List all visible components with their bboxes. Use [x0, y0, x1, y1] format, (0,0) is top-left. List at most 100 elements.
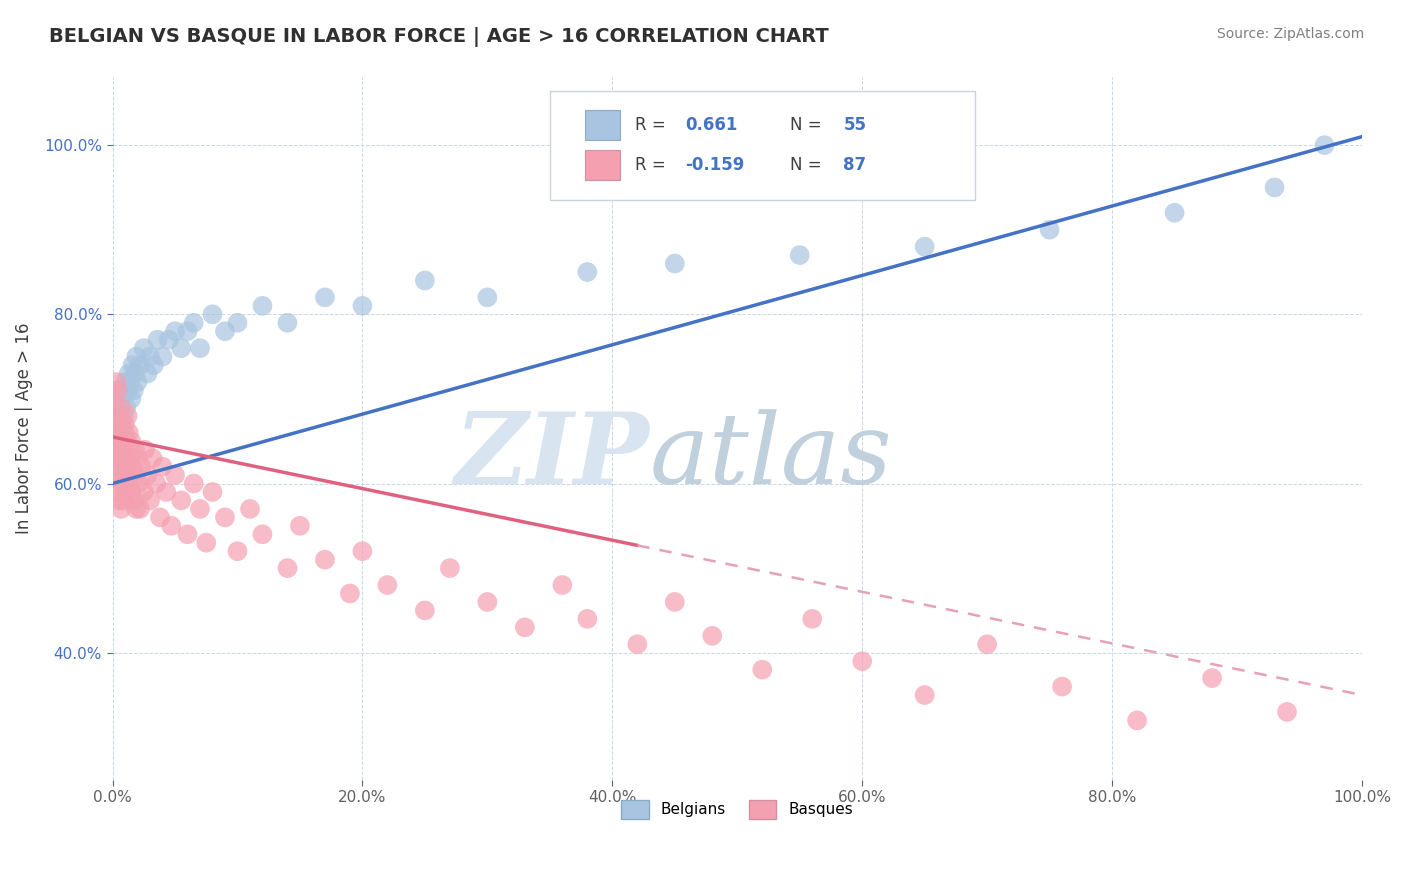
Point: [108, 417, 131, 432]
Point: [110, 384, 132, 398]
Point: [314, 290, 336, 304]
Point: [288, 518, 311, 533]
Point: [107, 493, 129, 508]
Point: [107, 451, 129, 466]
Point: [188, 341, 211, 355]
Point: [107, 425, 129, 440]
Point: [1201, 671, 1223, 685]
Point: [125, 350, 148, 364]
Point: [214, 510, 236, 524]
Point: [702, 629, 724, 643]
Legend: Belgians, Basques: Belgians, Basques: [614, 794, 859, 824]
Point: [801, 612, 824, 626]
Point: [117, 384, 139, 398]
Bar: [585, 151, 620, 180]
Point: [110, 417, 132, 432]
Point: [142, 358, 165, 372]
Point: [125, 502, 148, 516]
Point: [118, 375, 141, 389]
Point: [114, 468, 136, 483]
Point: [314, 552, 336, 566]
Point: [107, 417, 129, 432]
Point: [120, 434, 142, 449]
Text: 87: 87: [844, 156, 866, 174]
Point: [124, 367, 146, 381]
Point: [226, 316, 249, 330]
Point: [121, 459, 143, 474]
Point: [170, 493, 193, 508]
Point: [413, 603, 436, 617]
Point: [129, 459, 152, 474]
Point: [201, 307, 224, 321]
Point: [664, 256, 686, 270]
Point: [121, 358, 143, 372]
Point: [851, 654, 873, 668]
Point: [976, 637, 998, 651]
Point: [163, 468, 186, 483]
Point: [176, 324, 198, 338]
Point: [107, 409, 129, 423]
Point: [105, 434, 128, 449]
Point: [105, 375, 128, 389]
Point: [626, 637, 648, 651]
Point: [127, 451, 149, 466]
Point: [108, 468, 131, 483]
Point: [226, 544, 249, 558]
Point: [117, 459, 139, 474]
Point: [152, 350, 174, 364]
Point: [114, 417, 136, 432]
Text: R =: R =: [634, 156, 671, 174]
Point: [1275, 705, 1298, 719]
Point: [183, 316, 205, 330]
Point: [108, 401, 131, 415]
Point: [118, 367, 141, 381]
Point: [477, 290, 499, 304]
Point: [439, 561, 461, 575]
Point: [105, 485, 128, 500]
Bar: [585, 111, 620, 140]
Point: [1163, 206, 1185, 220]
Point: [188, 502, 211, 516]
Point: [112, 451, 135, 466]
Point: [122, 493, 145, 508]
Point: [477, 595, 499, 609]
Point: [128, 476, 150, 491]
Point: [105, 434, 128, 449]
Point: [664, 595, 686, 609]
Text: ZIP: ZIP: [454, 409, 650, 505]
Point: [118, 476, 141, 491]
Point: [132, 341, 155, 355]
Point: [107, 425, 129, 440]
Point: [127, 375, 149, 389]
Text: 0.661: 0.661: [685, 116, 737, 134]
Point: [103, 442, 125, 457]
Point: [104, 409, 127, 423]
Point: [201, 485, 224, 500]
Point: [1263, 180, 1285, 194]
Text: Source: ZipAtlas.com: Source: ZipAtlas.com: [1216, 27, 1364, 41]
Point: [118, 425, 141, 440]
Text: BELGIAN VS BASQUE IN LABOR FORCE | AGE > 16 CORRELATION CHART: BELGIAN VS BASQUE IN LABOR FORCE | AGE >…: [49, 27, 830, 46]
Point: [1126, 714, 1149, 728]
Point: [110, 459, 132, 474]
Point: [136, 468, 159, 483]
Point: [576, 265, 599, 279]
Text: -0.159: -0.159: [685, 156, 744, 174]
Point: [551, 578, 574, 592]
Point: [413, 273, 436, 287]
Point: [124, 468, 146, 483]
Point: [252, 527, 274, 541]
Y-axis label: In Labor Force | Age > 16: In Labor Force | Age > 16: [15, 323, 32, 534]
Point: [103, 459, 125, 474]
Point: [108, 434, 131, 449]
Point: [112, 409, 135, 423]
Point: [239, 502, 262, 516]
Point: [114, 375, 136, 389]
Point: [110, 401, 132, 415]
Point: [104, 442, 127, 457]
Point: [107, 409, 129, 423]
Point: [513, 620, 536, 634]
Text: atlas: atlas: [650, 409, 893, 504]
Point: [107, 476, 129, 491]
Point: [103, 392, 125, 406]
